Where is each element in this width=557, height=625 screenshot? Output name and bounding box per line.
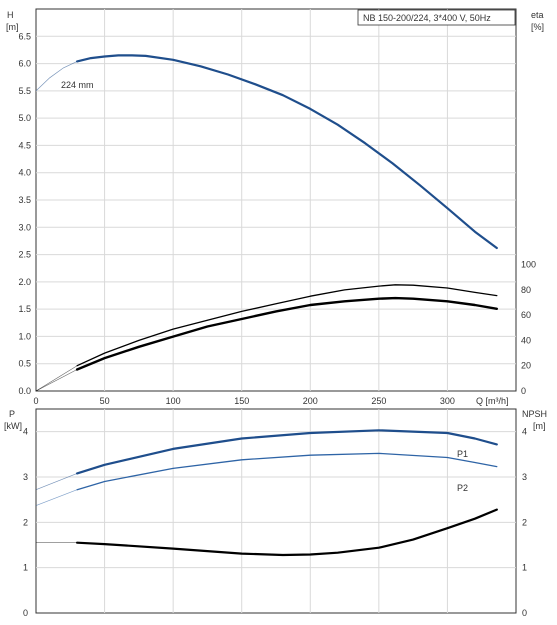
npsh-tick-label: 4 [522, 427, 527, 437]
pump-efficiency-curve-extrapolated [35, 369, 78, 392]
y-tick-label: 0.0 [18, 386, 31, 396]
y-tick-label: 5.5 [18, 86, 31, 96]
bottom-left-axis-label: P [9, 409, 15, 419]
x-tick-label: 50 [100, 396, 110, 406]
npsh-curve [76, 508, 498, 557]
head-curve-extrapolated [35, 61, 78, 92]
p1-curve-extrapolated [35, 473, 78, 491]
bottom-left-axis-unit: [kW] [4, 421, 22, 431]
power-tick-label: 0 [23, 608, 28, 618]
eta-tick-label: 60 [521, 310, 531, 320]
x-tick-label: 100 [166, 396, 181, 406]
eta-tick-label: 40 [521, 335, 531, 345]
y-tick-label: 5.0 [18, 113, 31, 123]
y-tick-label: 3.0 [18, 222, 31, 232]
y-tick-label: 1.5 [18, 304, 31, 314]
npsh-tick-label: 1 [522, 563, 527, 573]
y-tick-label: 4.0 [18, 168, 31, 178]
bottom-left-y-ticks: 0 1 2 3 4 [23, 427, 28, 618]
x-tick-label: 200 [303, 396, 318, 406]
eta-tick-label: 80 [521, 285, 531, 295]
x-tick-label: 250 [371, 396, 386, 406]
power-tick-label: 3 [23, 472, 28, 482]
p2-curve-extrapolated [35, 489, 78, 506]
eta-tick-label: 20 [521, 361, 531, 371]
y-tick-label: 6.5 [18, 31, 31, 41]
top-grid [36, 9, 516, 391]
bottom-right-axis-unit: [m] [533, 421, 546, 431]
head-efficiency-chart: 0 50 100 150 200 250 300 0.00.51.01.52.02.53.0… [6, 8, 544, 406]
pump-efficiency-curve [75, 296, 498, 371]
head-curve [76, 54, 498, 250]
x-axis-label: Q [m³/h] [476, 396, 509, 406]
y-tick-label: 0.5 [18, 359, 31, 369]
bottom-right-y-ticks: 0 1 2 3 4 [522, 427, 527, 618]
y-tick-label: 1.0 [18, 331, 31, 341]
top-x-ticks: 0 50 100 150 200 250 300 [33, 396, 454, 406]
y-tick-label: 4.5 [18, 140, 31, 150]
p1-curve [76, 429, 498, 475]
power-tick-label: 2 [23, 517, 28, 527]
npsh-tick-label: 2 [522, 517, 527, 527]
x-tick-label: 150 [234, 396, 249, 406]
legend-label-p2: P2 [457, 483, 468, 493]
top-right-axis-unit: [%] [531, 22, 544, 32]
top-series [35, 54, 498, 392]
y-tick-label: 3.5 [18, 195, 31, 205]
power-tick-label: 4 [23, 427, 28, 437]
p2-curve [76, 452, 498, 491]
bottom-series [35, 429, 498, 557]
x-tick-label: 300 [440, 396, 455, 406]
chart-title: NB 150-200/224, 3*400 V, 50Hz [363, 13, 491, 23]
top-left-y-ticks: 0.0 0.5 1.0 1.5 2.0 2.5 3.0 3.5 4.0 4.5 5.0 5.5 6.0 6… [18, 31, 31, 396]
npsh-tick-label: 0 [522, 608, 527, 618]
eta-tick-label: 0 [521, 386, 526, 396]
power-tick-label: 1 [23, 563, 28, 573]
bottom-right-axis-label: NPSH [522, 409, 547, 419]
top-right-axis-label: eta [531, 10, 544, 20]
top-left-axis-label: H [7, 10, 14, 20]
npsh-tick-label: 3 [522, 472, 527, 482]
x-tick-label: 0 [33, 396, 38, 406]
eta-tick-label: 100 [521, 260, 536, 270]
efficiency-curve [76, 284, 498, 367]
efficiency-curve-extrapolated [35, 365, 78, 392]
y-tick-label: 2.0 [18, 277, 31, 287]
curve-annotation: 224 mm [61, 80, 94, 90]
top-left-axis-unit: [m] [6, 22, 19, 32]
bottom-plot-area [35, 408, 517, 614]
legend-label-p1: P1 [457, 449, 468, 459]
top-right-y-ticks: 0 20 40 60 80 100 [521, 260, 536, 396]
y-tick-label: 2.5 [18, 250, 31, 260]
power-npsh-chart: 0 1 2 3 4 0 1 2 3 4 P [kW] NPSH [m] P1 P2 [4, 408, 547, 618]
y-tick-label: 6.0 [18, 59, 31, 69]
chart-title-box [357, 9, 516, 26]
